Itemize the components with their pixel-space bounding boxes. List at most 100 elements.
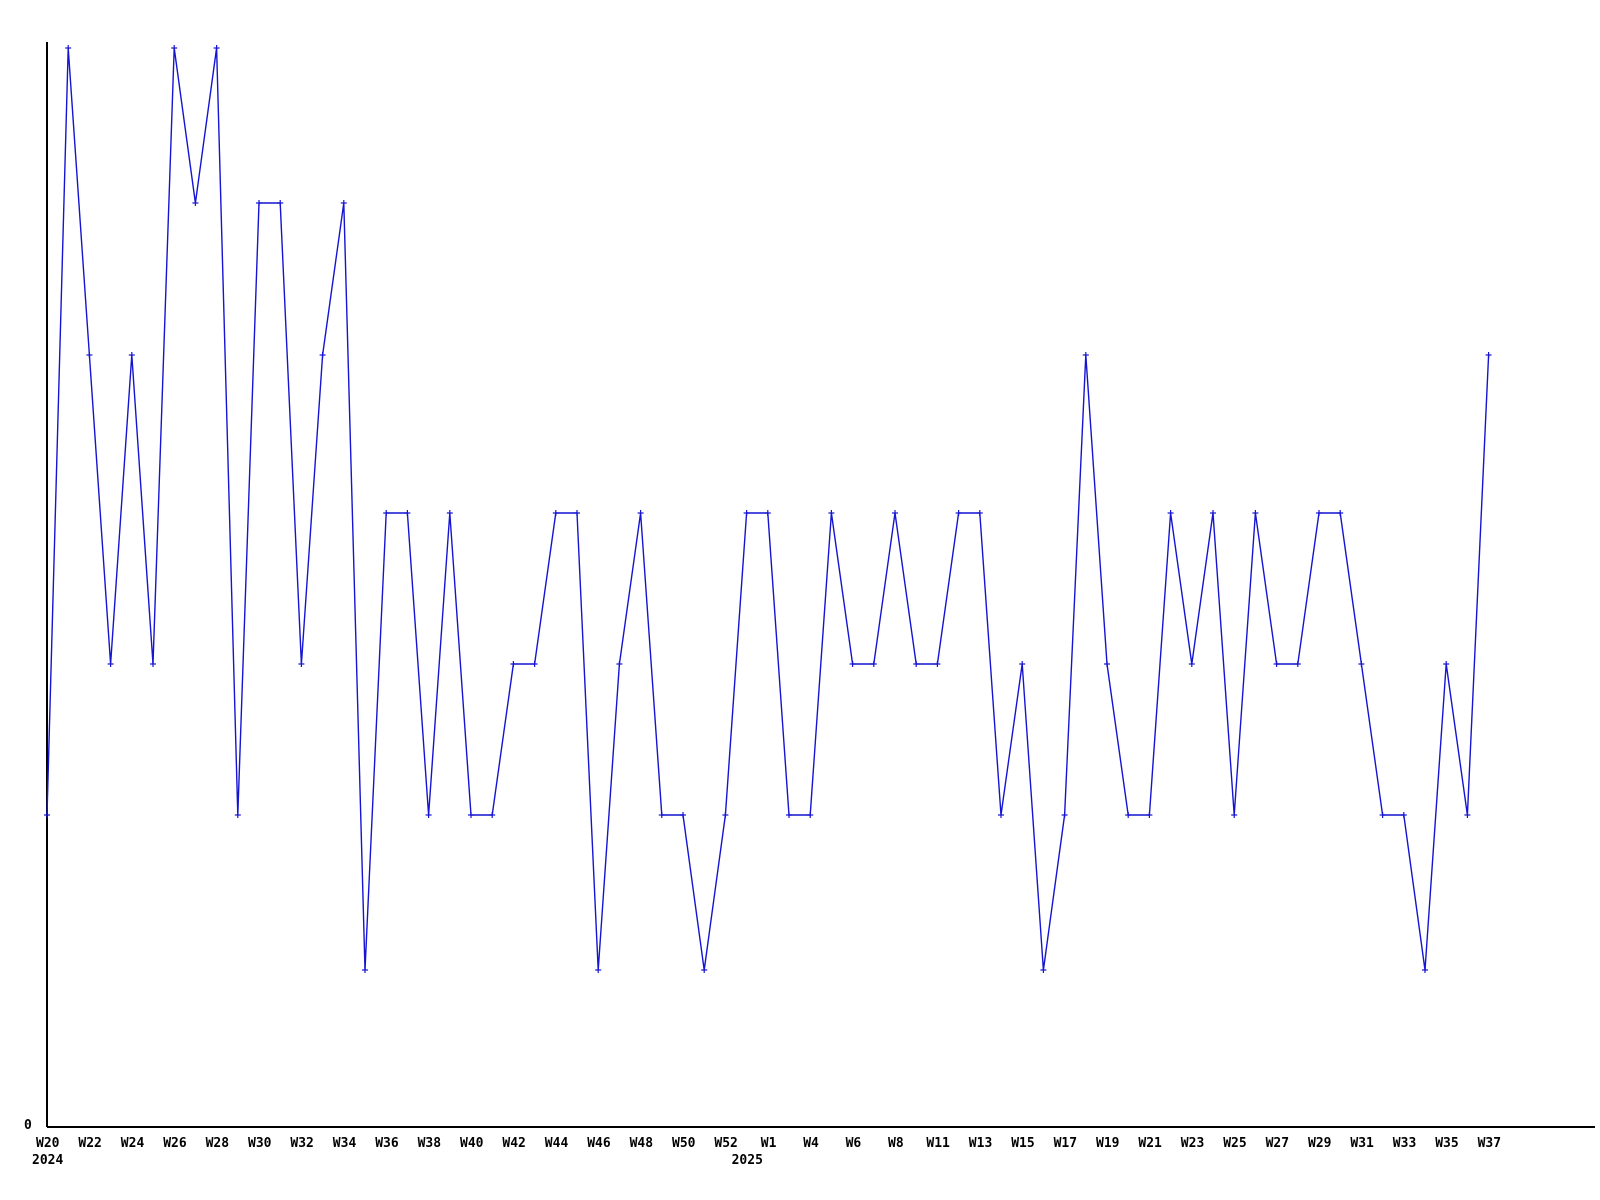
x-axis-tick-label: W50 <box>672 1136 696 1151</box>
x-axis-tick-label: W19 <box>1096 1136 1120 1151</box>
data-point-marker <box>552 510 559 516</box>
x-axis-tick-label: W30 <box>248 1136 272 1151</box>
x-axis-tick-label: W27 <box>1265 1136 1290 1151</box>
x-axis-tick-label: W52 <box>714 1136 738 1151</box>
data-point-marker <box>722 812 729 818</box>
data-point-marker <box>1294 661 1301 667</box>
x-axis-tick-label: W29 <box>1308 1136 1332 1151</box>
data-point-marker <box>807 812 814 818</box>
data-point-marker <box>574 510 580 516</box>
data-point-marker <box>1485 352 1492 358</box>
data-point-marker <box>1273 661 1280 667</box>
x-axis-tick-label: W25 <box>1223 1136 1247 1151</box>
data-point-marker <box>1210 510 1216 516</box>
data-point-marker <box>150 661 156 667</box>
x-axis-tick-label: W11 <box>926 1136 950 1151</box>
x-axis-tick-label: W37 <box>1477 1136 1502 1151</box>
data-point-marker <box>1082 352 1089 358</box>
data-point-marker <box>1443 661 1450 667</box>
data-point-marker <box>1337 510 1344 516</box>
x-axis-tick-label: W4 <box>803 1136 819 1151</box>
data-point-marker <box>446 510 453 516</box>
data-point-marker <box>828 510 835 516</box>
data-point-marker <box>362 967 368 973</box>
data-point-marker <box>383 510 390 516</box>
data-point-marker <box>1400 812 1407 818</box>
data-point-marker <box>637 510 644 516</box>
data-point-marker <box>1379 812 1386 818</box>
data-point-marker <box>616 661 623 667</box>
x-axis-tick-label: W1 <box>760 1136 777 1151</box>
data-point-marker <box>1125 812 1132 818</box>
x-axis-tick-label: W24 <box>120 1136 145 1151</box>
x-axis-tick-label: W32 <box>290 1136 314 1151</box>
x-axis-tick-label: W20 <box>36 1136 60 1151</box>
x-axis-tick-label: W35 <box>1435 1136 1459 1151</box>
data-point-marker <box>489 812 496 818</box>
data-point-marker <box>213 45 220 51</box>
x-axis-tick-label: W6 <box>845 1136 862 1151</box>
data-point-marker <box>277 200 284 206</box>
data-point-marker <box>340 200 347 206</box>
x-axis-tick-label: W26 <box>163 1136 187 1151</box>
data-point-marker <box>1358 661 1365 667</box>
data-point-marker <box>192 200 199 206</box>
data-point-marker <box>743 510 750 516</box>
data-point-marker <box>1464 812 1471 818</box>
x-axis-tick-label: W36 <box>375 1136 399 1151</box>
x-axis-tick-label: W28 <box>205 1136 230 1151</box>
data-point-marker <box>468 812 474 818</box>
data-point-marker <box>934 661 941 667</box>
data-point-marker <box>786 812 792 818</box>
x-axis-tick-label: W13 <box>968 1136 993 1151</box>
data-point-marker <box>107 661 114 667</box>
x-axis-tick-label: W31 <box>1350 1136 1374 1151</box>
x-axis-tick-label: W42 <box>502 1136 526 1151</box>
data-point-marker <box>701 967 708 973</box>
data-point-marker <box>234 812 241 818</box>
data-point-marker <box>1104 661 1110 667</box>
data-point-marker <box>998 812 1004 818</box>
data-point-marker <box>1019 661 1026 667</box>
data-point-marker <box>319 352 326 358</box>
data-point-marker <box>128 352 135 358</box>
data-point-marker <box>171 45 178 51</box>
data-point-marker <box>510 661 517 667</box>
data-point-marker <box>65 45 72 51</box>
data-point-marker <box>764 510 771 516</box>
data-point-marker <box>892 510 898 516</box>
data-series-line <box>46 47 1490 971</box>
data-point-marker <box>1316 510 1322 516</box>
x-axis-tick-label: W22 <box>78 1136 102 1151</box>
x-axis-year-label: 2024 <box>32 1153 64 1168</box>
data-point-marker <box>531 661 538 667</box>
data-point-marker <box>849 661 856 667</box>
x-axis-year-label: 2025 <box>731 1153 763 1168</box>
data-point-marker <box>1167 510 1174 516</box>
data-point-marker <box>658 812 665 818</box>
data-point-marker <box>86 352 93 358</box>
data-point-marker <box>1040 967 1047 973</box>
data-point-marker <box>425 812 432 818</box>
data-point-marker <box>1252 510 1259 516</box>
axes-group <box>46 42 1595 1128</box>
x-axis-tick-label: W33 <box>1392 1136 1417 1151</box>
x-axis-tick-label: W44 <box>544 1136 569 1151</box>
x-axis-tick-label: W40 <box>460 1136 484 1151</box>
data-point-marker <box>976 510 983 516</box>
data-point-marker <box>955 510 962 516</box>
x-axis-tick-label: W38 <box>417 1136 442 1151</box>
y-axis-zero-label: 0 <box>24 1118 32 1133</box>
data-point-marker <box>870 661 877 667</box>
x-axis-tick-label: W15 <box>1011 1136 1035 1151</box>
data-point-marker <box>1146 812 1153 818</box>
x-axis-tick-label: W8 <box>888 1136 904 1151</box>
data-point-marker <box>1231 812 1238 818</box>
data-point-marker <box>256 200 262 206</box>
data-point-marker <box>680 812 686 818</box>
data-point-marker <box>913 661 920 667</box>
x-axis-tick-label: W48 <box>629 1136 654 1151</box>
data-point-marker <box>595 967 602 973</box>
